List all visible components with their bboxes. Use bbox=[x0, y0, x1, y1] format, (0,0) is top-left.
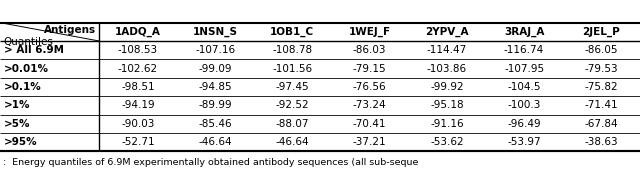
Text: -94.19: -94.19 bbox=[121, 100, 155, 110]
Text: -116.74: -116.74 bbox=[504, 45, 544, 55]
Text: 1NSN_S: 1NSN_S bbox=[193, 27, 237, 37]
Text: -79.15: -79.15 bbox=[353, 64, 387, 74]
Text: >0.01%: >0.01% bbox=[4, 64, 49, 74]
Text: -38.63: -38.63 bbox=[584, 137, 618, 147]
Text: > All 6.9M: > All 6.9M bbox=[4, 45, 64, 55]
Text: >95%: >95% bbox=[4, 137, 38, 147]
Text: -99.92: -99.92 bbox=[430, 82, 463, 92]
Text: -108.78: -108.78 bbox=[272, 45, 312, 55]
Text: -102.62: -102.62 bbox=[118, 64, 158, 74]
Text: -92.52: -92.52 bbox=[276, 100, 309, 110]
Text: -76.56: -76.56 bbox=[353, 82, 387, 92]
Text: -52.71: -52.71 bbox=[121, 137, 155, 147]
Text: -103.86: -103.86 bbox=[427, 64, 467, 74]
Text: >5%: >5% bbox=[4, 119, 31, 129]
Text: 1ADQ_A: 1ADQ_A bbox=[115, 27, 161, 37]
Text: -53.97: -53.97 bbox=[508, 137, 541, 147]
Text: -114.47: -114.47 bbox=[427, 45, 467, 55]
Text: -108.53: -108.53 bbox=[118, 45, 158, 55]
Text: -101.56: -101.56 bbox=[272, 64, 312, 74]
Text: -70.41: -70.41 bbox=[353, 119, 387, 129]
Text: -71.41: -71.41 bbox=[584, 100, 618, 110]
Text: -79.53: -79.53 bbox=[584, 64, 618, 74]
Text: 2JEL_P: 2JEL_P bbox=[582, 27, 620, 37]
Text: -46.64: -46.64 bbox=[198, 137, 232, 147]
Text: -67.84: -67.84 bbox=[584, 119, 618, 129]
Text: -53.62: -53.62 bbox=[430, 137, 463, 147]
Text: -107.16: -107.16 bbox=[195, 45, 235, 55]
Text: -104.5: -104.5 bbox=[508, 82, 541, 92]
Text: -75.82: -75.82 bbox=[584, 82, 618, 92]
Text: Antigens: Antigens bbox=[44, 25, 96, 35]
Text: -85.46: -85.46 bbox=[198, 119, 232, 129]
Text: 2YPV_A: 2YPV_A bbox=[425, 27, 468, 37]
Text: >1%: >1% bbox=[4, 100, 31, 110]
Text: -98.51: -98.51 bbox=[121, 82, 155, 92]
Text: -96.49: -96.49 bbox=[508, 119, 541, 129]
Text: -107.95: -107.95 bbox=[504, 64, 544, 74]
Text: >0.1%: >0.1% bbox=[4, 82, 42, 92]
Text: -88.07: -88.07 bbox=[276, 119, 309, 129]
Text: -37.21: -37.21 bbox=[353, 137, 387, 147]
Text: -86.03: -86.03 bbox=[353, 45, 387, 55]
Text: -97.45: -97.45 bbox=[276, 82, 309, 92]
Text: -46.64: -46.64 bbox=[276, 137, 309, 147]
Text: :  Energy quantiles of 6.9M experimentally obtained antibody sequences (all sub-: : Energy quantiles of 6.9M experimentall… bbox=[3, 158, 419, 167]
Text: Quantiles: Quantiles bbox=[3, 37, 53, 47]
Text: -73.24: -73.24 bbox=[353, 100, 387, 110]
Text: -86.05: -86.05 bbox=[584, 45, 618, 55]
Text: -90.03: -90.03 bbox=[121, 119, 154, 129]
Text: -100.3: -100.3 bbox=[508, 100, 541, 110]
Text: -94.85: -94.85 bbox=[198, 82, 232, 92]
Text: -99.09: -99.09 bbox=[198, 64, 232, 74]
Text: -91.16: -91.16 bbox=[430, 119, 463, 129]
Text: -95.18: -95.18 bbox=[430, 100, 463, 110]
Text: 1WEJ_F: 1WEJ_F bbox=[349, 27, 390, 37]
Text: -89.99: -89.99 bbox=[198, 100, 232, 110]
Text: 1OB1_C: 1OB1_C bbox=[270, 27, 314, 37]
Text: 3RAJ_A: 3RAJ_A bbox=[504, 27, 544, 37]
